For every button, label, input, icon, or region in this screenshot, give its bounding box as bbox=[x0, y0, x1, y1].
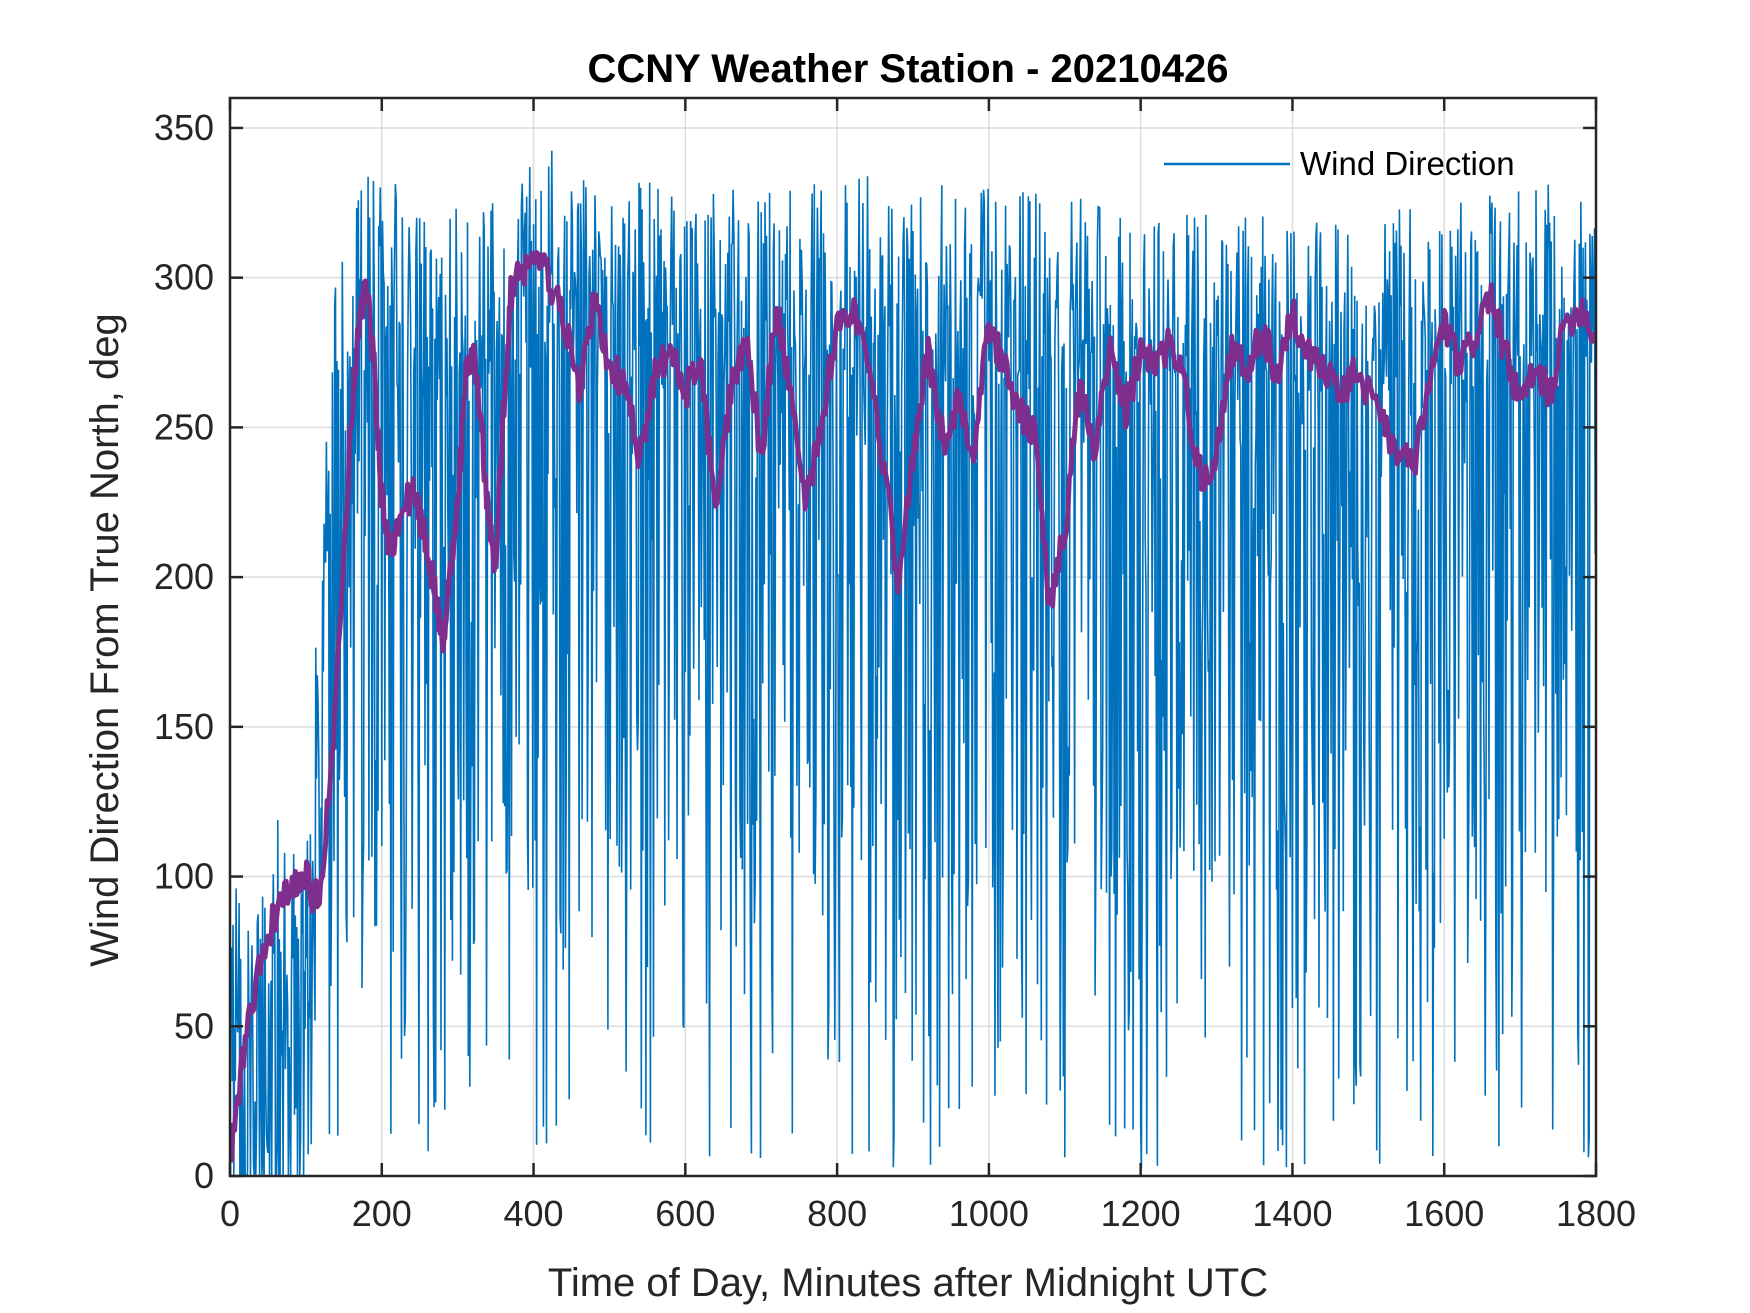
x-tick-label: 0 bbox=[220, 1193, 240, 1234]
y-axis-label: Wind Direction From True North, deg bbox=[83, 313, 127, 967]
y-tick-label: 150 bbox=[154, 706, 214, 747]
x-tick-label: 1200 bbox=[1101, 1193, 1181, 1234]
x-tick-label: 400 bbox=[504, 1193, 564, 1234]
y-tick-label: 0 bbox=[194, 1155, 214, 1196]
y-tick-label: 300 bbox=[154, 257, 214, 298]
legend-label-wind-direction: Wind Direction bbox=[1300, 145, 1515, 182]
x-tick-label: 1800 bbox=[1556, 1193, 1636, 1234]
y-tick-label: 200 bbox=[154, 556, 214, 597]
x-axis-label: Time of Day, Minutes after Midnight UTC bbox=[548, 1261, 1268, 1305]
plot-area bbox=[230, 150, 1596, 1176]
x-tick-label: 800 bbox=[807, 1193, 867, 1234]
x-tick-label: 200 bbox=[352, 1193, 412, 1234]
y-tick-label: 250 bbox=[154, 406, 214, 447]
x-tick-label: 1400 bbox=[1252, 1193, 1332, 1234]
chart-title: CCNY Weather Station - 20210426 bbox=[588, 47, 1229, 91]
x-tick-label: 1000 bbox=[949, 1193, 1029, 1234]
tick-labels: 0 200 400 600 800 1000 1200 1400 1600 1800 0 50 100 1… bbox=[154, 107, 1636, 1234]
axes bbox=[228, 96, 1598, 1178]
series-line-moving-average bbox=[230, 250, 1596, 1163]
x-tick-label: 1600 bbox=[1404, 1193, 1484, 1234]
x-tick-label: 600 bbox=[655, 1193, 715, 1234]
y-tick-label: 350 bbox=[154, 107, 214, 148]
y-tick-label: 100 bbox=[154, 856, 214, 897]
series-line-wind-direction bbox=[230, 150, 1596, 1176]
axes-box bbox=[228, 96, 1598, 1178]
legend: Wind Direction bbox=[1164, 145, 1515, 182]
y-tick-label: 50 bbox=[174, 1005, 214, 1046]
